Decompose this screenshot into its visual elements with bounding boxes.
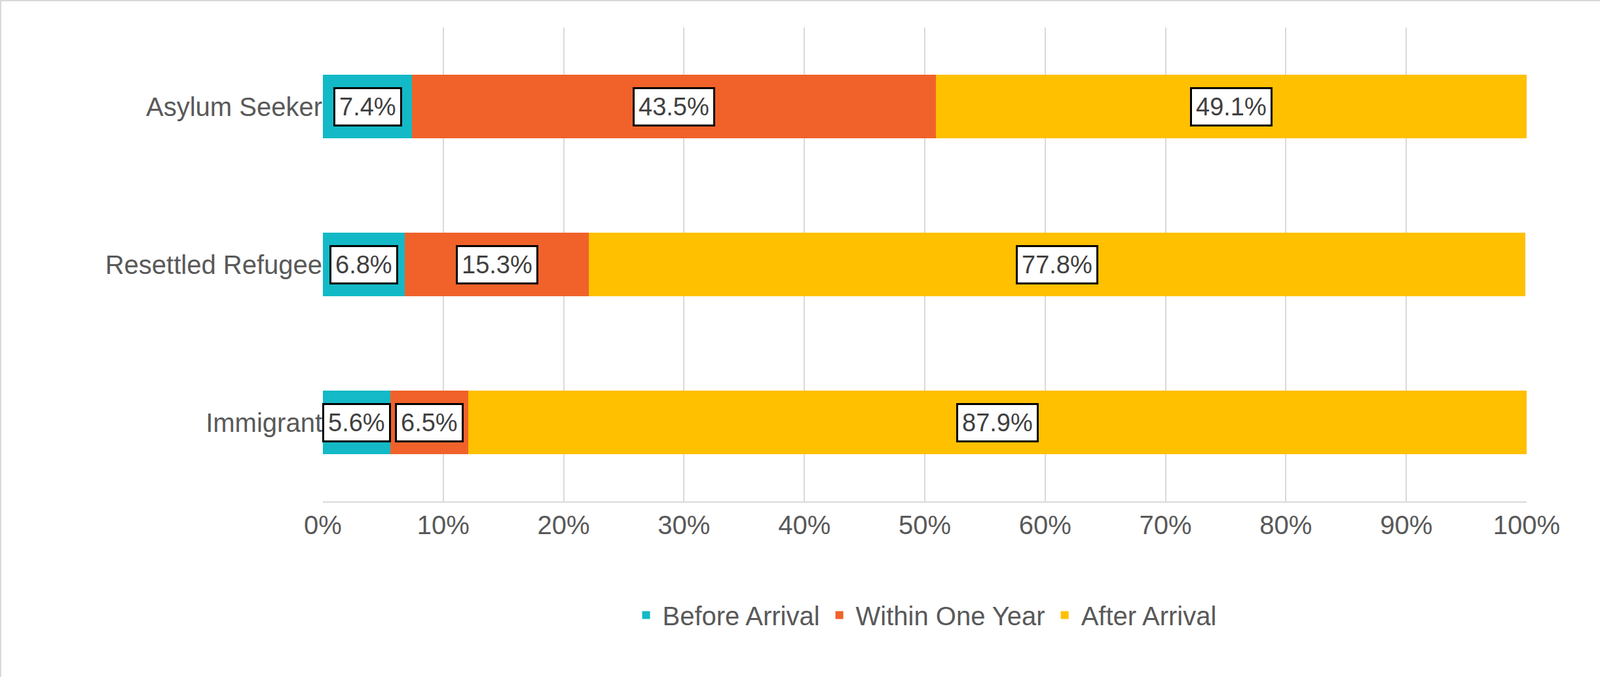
svg-text:Before Arrival: Before Arrival [662, 601, 820, 631]
svg-text:80%: 80% [1259, 510, 1312, 540]
svg-text:50%: 50% [898, 510, 951, 540]
svg-text:77.8%: 77.8% [1021, 250, 1093, 279]
svg-text:60%: 60% [1019, 510, 1072, 540]
svg-text:70%: 70% [1139, 510, 1192, 540]
svg-text:Asylum Seeker: Asylum Seeker [146, 92, 323, 122]
svg-text:After Arrival: After Arrival [1081, 601, 1217, 631]
svg-text:87.9%: 87.9% [962, 408, 1033, 437]
svg-text:15.3%: 15.3% [461, 250, 533, 279]
svg-text:0%: 0% [303, 510, 342, 540]
svg-text:20%: 20% [537, 510, 591, 540]
svg-text:90%: 90% [1379, 510, 1433, 540]
svg-text:30%: 30% [657, 510, 710, 540]
svg-text:6.8%: 6.8% [335, 250, 393, 279]
svg-text:Resettled Refugee: Resettled Refugee [105, 250, 323, 280]
svg-text:7.4%: 7.4% [339, 93, 397, 121]
svg-text:10%: 10% [417, 510, 470, 540]
svg-text:5.6%: 5.6% [328, 408, 386, 437]
svg-text:100%: 100% [1493, 510, 1561, 540]
svg-text:6.5%: 6.5% [400, 408, 458, 437]
svg-text:43.5%: 43.5% [638, 93, 710, 121]
svg-text:49.1%: 49.1% [1195, 93, 1267, 121]
svg-text:Within One Year: Within One Year [855, 601, 1046, 631]
svg-text:Immigrant: Immigrant [205, 408, 323, 437]
svg-text:40%: 40% [778, 510, 831, 540]
